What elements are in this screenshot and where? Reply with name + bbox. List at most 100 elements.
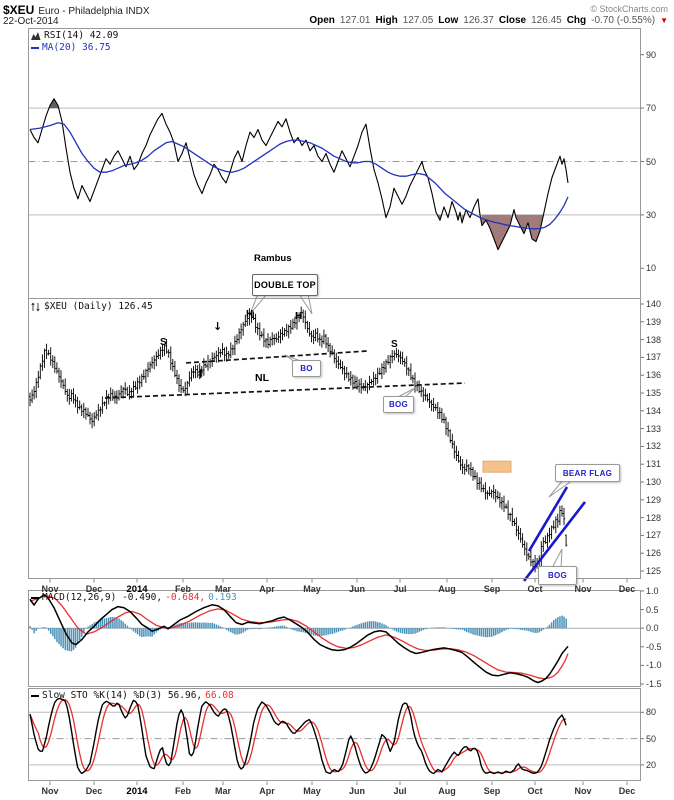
macd-histogram-bar <box>538 628 540 633</box>
header-left: $XEU Euro - Philadelphia INDX <box>3 3 150 17</box>
macd-histogram-bar <box>91 623 93 629</box>
macd-histogram-bar <box>352 626 354 629</box>
macd-histogram-bar <box>56 628 58 643</box>
macd-histogram-bar <box>225 628 228 630</box>
macd-histogram-bar <box>362 622 365 629</box>
macd-histogram-bar <box>105 618 108 629</box>
macd-histogram-bar <box>269 627 271 629</box>
quote-row: Open 127.01 High 127.05 Low 126.37 Close 126.45… <box>309 15 668 26</box>
macd-histogram-bar <box>530 628 532 632</box>
price-chart-icon <box>31 302 40 311</box>
macd-histogram-bar <box>548 624 551 629</box>
macd-histogram-bar <box>366 621 369 629</box>
macd-histogram-bar <box>505 628 507 630</box>
macd-histogram-bar <box>408 628 410 635</box>
month-label: Dec <box>85 786 103 796</box>
quote-label: Close <box>498 15 527 26</box>
symbol-description: Euro - Philadelphia INDX <box>38 6 150 17</box>
macd-histogram-bar <box>79 628 81 641</box>
macd-histogram-bar <box>486 628 489 638</box>
macd-histogram-bar <box>401 628 404 634</box>
month-label: Oct <box>527 786 543 796</box>
rsi-ma-legend: MA(20) 36.75 <box>31 42 111 53</box>
macd-histogram-bar <box>445 627 447 629</box>
macd-histogram-bar <box>47 628 50 631</box>
macd-histogram-bar <box>542 628 545 630</box>
price-axis-label: 126 <box>646 548 662 559</box>
flag-breakout-callout: BOG <box>538 566 577 585</box>
macd-legend-label: MACD(12,26,9) -0.490, <box>42 592 163 603</box>
macd-histogram-bar <box>188 622 191 629</box>
price-axis-label: 137 <box>646 352 662 363</box>
macd-legend: MACD(12,26,9) -0.490, -0.684, 0.193 <box>31 592 237 603</box>
head-one-label: H <box>246 309 254 320</box>
macd-histogram-bar <box>120 620 122 629</box>
macd-histogram-bar <box>441 627 443 629</box>
rsi-panel-border <box>28 28 641 299</box>
macd-histogram-bar <box>244 628 247 632</box>
breakout-callout: BO <box>292 360 321 377</box>
macd-histogram-bar <box>186 622 189 629</box>
macd-histogram-bar <box>197 622 199 629</box>
quote-value: 126.37 <box>463 15 494 26</box>
month-label: Dec <box>618 583 636 594</box>
macd-histogram-bar <box>364 622 367 629</box>
rsi-legend: RSI(14) 42.09 <box>31 30 118 41</box>
neckline-label: NL <box>255 372 269 384</box>
macd-histogram-bar <box>331 628 333 634</box>
month-label: Jul <box>393 786 407 796</box>
left-shoulder-label: S <box>160 337 167 348</box>
macd-histogram-bar <box>370 621 373 629</box>
bear-flag-lower-line <box>522 501 587 582</box>
macd-histogram-bar <box>267 627 269 629</box>
shoulder-line-trendline <box>185 350 368 364</box>
macd-histogram-bar <box>257 628 259 630</box>
price-axis-label: 139 <box>646 316 662 327</box>
macd-histogram-bar <box>319 628 321 637</box>
macd-histogram-bar <box>412 628 414 634</box>
macd-histogram-bar <box>399 628 402 633</box>
macd-histogram-bar <box>240 628 242 634</box>
month-label: Nov <box>41 583 59 594</box>
macd-histogram-bar <box>536 628 538 633</box>
macd-histogram-bar <box>66 628 69 651</box>
macd-histogram-bar <box>379 622 381 629</box>
macd-histogram-bar <box>41 627 44 629</box>
macd-axis-label: 1.0 <box>646 586 659 596</box>
macd-histogram-bar <box>393 628 396 631</box>
macd-histogram-bar <box>43 627 46 629</box>
price-axis-label: 138 <box>646 334 662 345</box>
macd-histogram-bar <box>52 628 54 637</box>
price-axis-label: 128 <box>646 512 662 523</box>
macd-histogram-bar <box>368 621 371 629</box>
macd-histogram-bar <box>470 628 472 634</box>
macd-histogram-bar <box>130 628 133 630</box>
quote-label: Chg <box>566 15 587 26</box>
macd-histogram-bar <box>124 623 126 629</box>
neckline-breakout-callout: BOG <box>383 396 414 413</box>
macd-histogram-bar <box>33 628 35 634</box>
macd-panel-border <box>28 590 641 687</box>
macd-histogram-bar <box>83 628 85 633</box>
price-panel-border <box>28 298 641 579</box>
price-legend-label: $XEU (Daily) 126.45 <box>44 301 153 312</box>
macd-histogram-bar <box>414 628 416 634</box>
macd-histogram-bar <box>292 628 294 630</box>
month-label: Aug <box>438 786 456 796</box>
macd-axis-label: -1.5 <box>646 679 662 689</box>
macd-histogram-bar <box>232 628 234 634</box>
month-label: Nov <box>574 583 592 594</box>
macd-histogram-bar <box>122 621 124 629</box>
macd-histogram-bar <box>254 628 257 630</box>
price-axis-label: 131 <box>646 459 662 470</box>
macd-histogram-bar <box>64 628 66 650</box>
month-label: Mar <box>214 786 232 796</box>
macd-histogram-bar <box>360 623 362 629</box>
macd-histogram-bar <box>151 628 153 637</box>
macd-histogram-bar <box>234 628 236 635</box>
macd-histogram-bar <box>333 628 336 634</box>
macd-histogram-bar <box>252 628 255 630</box>
macd-histogram-bar <box>228 628 230 632</box>
